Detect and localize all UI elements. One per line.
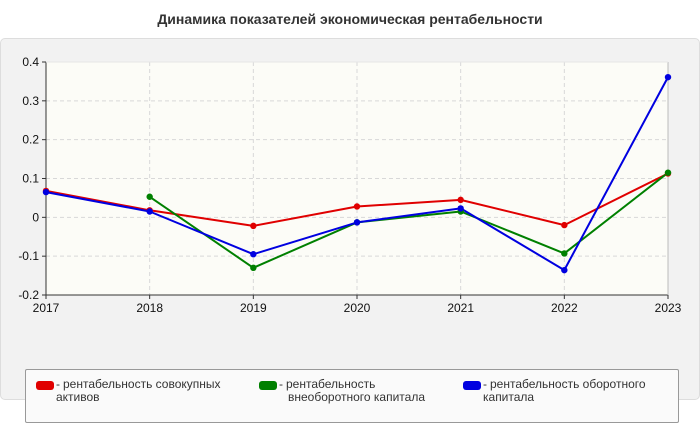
legend-label: - рентабельность совокупных активов [56, 377, 221, 404]
y-tick-label: 0.3 [22, 94, 39, 108]
x-tick-label: 2020 [344, 301, 371, 315]
series-point-3 [42, 188, 50, 196]
series-point-2 [250, 264, 257, 272]
y-tick-label: 0.4 [22, 55, 39, 69]
series-point-3 [353, 219, 361, 226]
series-point-3 [250, 251, 257, 258]
x-tick-label: 2023 [655, 301, 682, 315]
series-point-1 [353, 203, 361, 210]
line-chart: 0.4 0.3 0.2 0.1 0 -0.1 -0.2 2017 2018 2019 2020 20… [18, 55, 682, 315]
series-point-2 [146, 193, 153, 200]
series-point-2 [664, 169, 672, 176]
series-point-3 [457, 205, 464, 212]
x-tick-label: 2019 [240, 301, 267, 315]
legend-swatch-green [259, 381, 277, 390]
x-tick-label: 2021 [447, 301, 474, 315]
series-point-1 [250, 222, 257, 230]
x-tick-label: 2018 [136, 301, 163, 315]
series-point-3 [664, 73, 672, 81]
x-tick-label: 2017 [33, 301, 60, 315]
chart-legend: - рентабельность совокупных активов - рент… [25, 369, 679, 423]
y-tick-label: 0 [32, 210, 39, 224]
legend-swatch-red [36, 381, 54, 390]
series-point-2 [561, 250, 568, 257]
legend-label: - рентабельность оборотного капитала [483, 377, 646, 404]
legend-item-working-capital: - рентабельность оборотного капитала [463, 378, 646, 404]
legend-item-total-assets: - рентабельность совокупных активов [36, 378, 221, 404]
series-point-1 [457, 196, 464, 204]
legend-swatch-blue [463, 381, 481, 390]
series-point-1 [561, 221, 568, 229]
chart-title: Динамика показателей экономическая рента… [157, 11, 543, 27]
y-tick-label: -0.2 [18, 288, 39, 302]
series-point-3 [146, 208, 153, 215]
legend-label: - рентабельность внеоборотного капитала [279, 377, 425, 404]
chart-panel: 0.4 0.3 0.2 0.1 0 -0.1 -0.2 2017 2018 2019 2020 20… [0, 38, 700, 423]
series-point-3 [561, 266, 568, 274]
x-tick-label: 2022 [551, 301, 578, 315]
y-tick-label: -0.1 [18, 249, 39, 263]
y-tick-label: 0.2 [22, 133, 39, 147]
y-tick-label: 0.1 [22, 172, 39, 186]
legend-item-fixed-capital: - рентабельность внеоборотного капитала [259, 378, 425, 404]
